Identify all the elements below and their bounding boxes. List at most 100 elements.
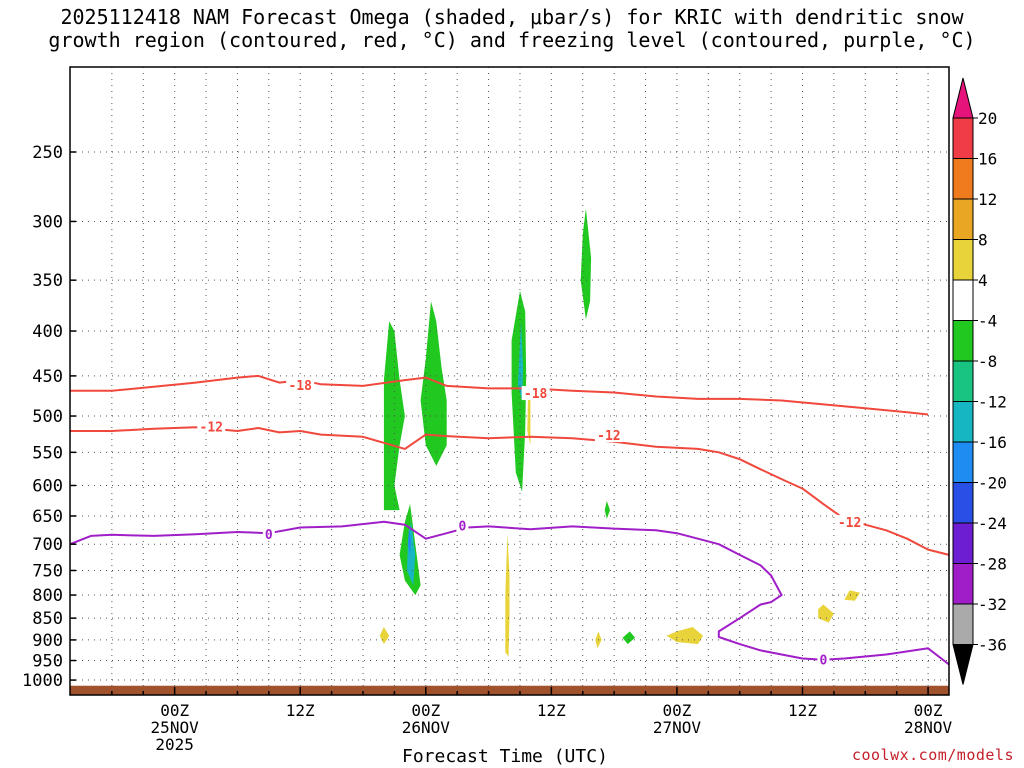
contour-labels: -18 -18 -12 -12 -12 0 0 0 [197,377,864,669]
omega-region-12 [818,604,834,623]
colorbar-segment [952,563,974,605]
x-tick-label: 28NOV [904,718,953,737]
x-tick-label: 26NOV [402,718,451,737]
colorbar-segment [952,522,974,564]
terrain-ground [70,685,949,695]
omega-region-5 [511,290,527,492]
contour-label-bg [262,526,275,541]
contour-label-bg [817,652,830,667]
contour-label: 0 [820,654,828,669]
colorbar-label: -8 [978,352,997,371]
y-tick-label: 800 [32,586,63,606]
colorbar-segment [952,482,974,524]
colorbar-segment [952,198,974,240]
y-tick-label: 750 [32,561,63,581]
omega-region-7 [580,208,592,320]
colorbar-segment [952,117,974,159]
colorbar-label: -28 [978,555,1007,574]
x-tick-label: 00Z [160,701,189,720]
contour-label: -12 [838,516,861,531]
contour-label-bg [286,377,315,392]
colorbar-label: -32 [978,595,1007,614]
colorbar-label: -4 [978,312,997,331]
colorbar-bottom-arrow [952,644,974,685]
chart-title: 2025112418 NAM Forecast Omega (shaded, μ… [0,6,1024,52]
contour-label: 0 [265,528,273,543]
y-tick-label: 900 [32,631,63,651]
omega-region-14 [622,631,636,645]
omega-region-15 [604,501,610,519]
colorbar-label: 8 [978,231,988,250]
contour-label-bg [835,514,864,529]
colorbar-segment [952,320,974,362]
x-axis-label: Forecast Time (UTC) [402,746,608,767]
colorbar-top-arrow [952,77,974,119]
colorbar-segment [952,401,974,443]
x-tick-label: 12Z [788,701,817,720]
colorbar-label: 4 [978,271,988,290]
contour-label-bg [521,386,550,401]
colorbar: 20 16 12 8 4 -4 -8 -12 -16 -20 -24 -28 -32 -36 [952,77,1007,685]
y-tick-label: 850 [32,609,63,629]
x-tick-label: 00Z [914,701,943,720]
colorbar-label: -24 [978,514,1007,533]
y-tick-label: 500 [32,407,63,427]
omega-region-6 [517,321,524,401]
colorbar-label: 16 [978,150,997,169]
y-tick-label: 350 [32,271,63,291]
colorbar-segment [952,279,974,321]
x-tick-label: 2025 [155,735,194,754]
y-tick-label: 1000 [22,671,63,691]
colorbar-segment [952,158,974,200]
x-tick-label: 27NOV [653,718,702,737]
omega-region-11 [666,627,704,645]
x-tick-label: 00Z [411,701,440,720]
y-tick-label: 400 [32,322,63,342]
contour-lines [69,374,950,666]
colorbar-label: -12 [978,393,1007,412]
x-tick-label: 25NOV [151,718,200,737]
y-tick-label: 250 [32,143,63,163]
contour-label: -18 [524,387,548,402]
colorbar-label: -36 [978,636,1007,655]
contour-label: -12 [597,429,620,444]
plot-frame [69,66,950,696]
omega-region-10 [379,627,390,645]
y-tick-label: 700 [32,535,63,555]
colorbar-segment [952,603,974,645]
omega-shading [379,208,861,657]
colorbar-label: 20 [978,109,997,128]
colorbar-segment [952,441,974,483]
colorbar-segment [952,360,974,402]
contour-0-2 [69,520,950,666]
y-tick-label: 300 [32,212,63,232]
colorbar-label: 12 [978,190,997,209]
contour-label: -12 [200,420,223,435]
contour-label-bg [594,428,623,443]
y-tick-label: 600 [32,476,63,496]
title-line-2: growth region (contoured, red, °C) and f… [48,28,976,52]
y-tick-label: 950 [32,652,63,672]
contour--18-0 [70,374,929,416]
y-axis: 2503003504004505005506006507007508008509… [22,143,76,691]
contour-label-bg [197,419,226,434]
credit-text: coolwx.com/models [851,746,1014,764]
x-tick-label: 12Z [286,701,315,720]
colorbar-segment [952,239,974,281]
y-tick-label: 450 [32,367,63,387]
omega-region-4 [408,527,412,555]
colorbar-label: -16 [978,433,1007,452]
y-tick-label: 650 [32,507,63,527]
colorbar-label: -20 [978,474,1007,493]
x-tick-label: 12Z [537,701,566,720]
omega-region-13 [844,590,861,601]
terrain-layer [70,685,949,695]
x-tick-label: 00Z [662,701,691,720]
omega-region-1 [420,301,447,466]
title-line-1: 2025112418 NAM Forecast Omega (shaded, μ… [60,5,964,29]
omega-region-9 [505,533,510,657]
contour-label: -18 [288,379,312,394]
contour--12-1 [70,426,950,556]
